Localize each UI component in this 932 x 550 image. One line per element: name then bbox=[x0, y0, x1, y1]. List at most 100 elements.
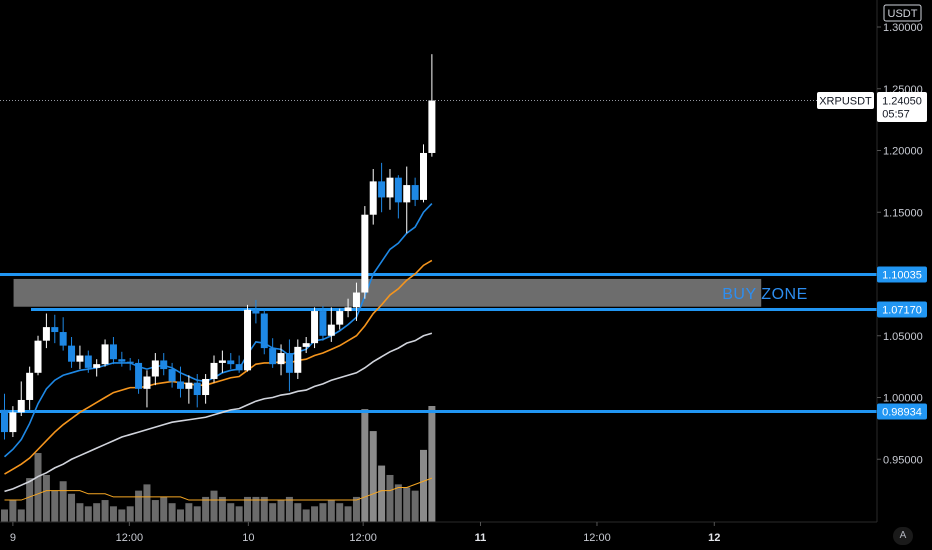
candle-body bbox=[311, 311, 319, 344]
last-price-tag: XRPUSDT 1.24050 05:57 bbox=[817, 92, 927, 122]
volume-bar bbox=[151, 500, 159, 522]
candle-body bbox=[369, 181, 377, 215]
y-tick-label: 1.20000 bbox=[883, 146, 923, 158]
candle-body bbox=[302, 343, 310, 347]
price-scale[interactable]: 1.300001.250001.200001.150001.100001.050… bbox=[876, 0, 923, 522]
level-price-labels: 1.10035 1.07170 0.98934 bbox=[877, 266, 927, 420]
volume-bar bbox=[9, 500, 17, 522]
volume-bar bbox=[93, 503, 101, 522]
candle-body bbox=[344, 307, 352, 312]
volume-bar bbox=[369, 431, 377, 522]
candle-body bbox=[176, 381, 184, 389]
volume-bar bbox=[76, 503, 84, 522]
candle-body bbox=[420, 152, 427, 200]
volume-bar bbox=[269, 503, 277, 522]
candle-body bbox=[151, 360, 159, 377]
y-tick-label: 1.30000 bbox=[883, 22, 923, 34]
candle-body bbox=[394, 177, 402, 203]
candle-body bbox=[327, 324, 335, 336]
time-scale[interactable]: 9 12:00 10 12:00 11 12:00 12 bbox=[0, 521, 877, 544]
candle-body bbox=[352, 292, 360, 308]
level-price-label: 0.98934 bbox=[882, 407, 922, 419]
candle-body bbox=[109, 344, 117, 360]
level-price-label: 1.07170 bbox=[882, 305, 922, 317]
volume-bar bbox=[160, 496, 168, 522]
volume-bar bbox=[235, 506, 243, 522]
volume-bar bbox=[260, 496, 268, 522]
candle-body bbox=[411, 185, 419, 200]
level-price-box bbox=[877, 403, 927, 420]
buy-zone-layer: BUY ZONE bbox=[13, 278, 808, 307]
candle-body bbox=[378, 181, 386, 198]
volume-bar bbox=[311, 506, 319, 522]
buy-zone-box bbox=[13, 278, 762, 307]
bar-countdown: 05:57 bbox=[882, 109, 910, 121]
buy-zone-label: BUY ZONE bbox=[722, 286, 808, 303]
currency-label: USDT bbox=[883, 4, 922, 22]
candle-body bbox=[235, 364, 243, 371]
volume-bar bbox=[403, 487, 411, 522]
candle-body bbox=[9, 412, 17, 433]
volume-bar bbox=[361, 409, 369, 522]
x-tick-label: 9 bbox=[10, 532, 16, 544]
candle-body bbox=[93, 364, 101, 368]
candle-body bbox=[319, 311, 327, 336]
y-tick-label: 1.05000 bbox=[883, 331, 923, 343]
volume-bar bbox=[420, 449, 427, 522]
volume-bar bbox=[210, 490, 218, 522]
volume-bar bbox=[126, 506, 134, 522]
volume-bar bbox=[118, 509, 126, 522]
volume-bar bbox=[428, 406, 436, 522]
volume-bar bbox=[68, 493, 76, 522]
x-tick-label: 12:00 bbox=[583, 532, 611, 544]
volume-bar bbox=[59, 481, 67, 522]
volume-bar bbox=[176, 509, 184, 522]
volume-bar bbox=[252, 496, 260, 522]
y-tick-label: 0.95000 bbox=[883, 454, 923, 466]
candle-body bbox=[1, 409, 8, 433]
candle-body bbox=[210, 362, 218, 379]
level-price-label: 1.10035 bbox=[882, 270, 922, 282]
volume-bar bbox=[386, 474, 394, 522]
candle-body bbox=[294, 346, 302, 373]
volume-bar bbox=[193, 506, 201, 522]
candle-body bbox=[34, 340, 42, 373]
volume-bar bbox=[227, 503, 235, 522]
level-price-box bbox=[877, 301, 927, 318]
volume-bar bbox=[168, 503, 176, 522]
candle-body bbox=[386, 177, 394, 198]
candle-body bbox=[143, 376, 151, 389]
volume-bar bbox=[1, 509, 8, 522]
candle-body bbox=[252, 309, 260, 314]
candle-body bbox=[202, 378, 210, 396]
candle-body bbox=[101, 344, 109, 365]
candle-body bbox=[59, 332, 67, 346]
volume-bar bbox=[42, 474, 50, 522]
volume-bar bbox=[26, 478, 34, 522]
candle-body bbox=[17, 399, 25, 413]
candle-body bbox=[244, 309, 252, 371]
volume-bar bbox=[185, 503, 193, 522]
horizontal-levels bbox=[0, 273, 877, 413]
volume-bar bbox=[143, 484, 151, 522]
ema-fast-line bbox=[3, 203, 433, 458]
volume-bar bbox=[352, 496, 360, 522]
auto-scale-button[interactable]: A bbox=[893, 527, 913, 545]
candle-body bbox=[51, 327, 59, 333]
candle-body bbox=[277, 353, 285, 365]
symbol-label: XRPUSDT bbox=[819, 96, 872, 108]
candle-body bbox=[285, 353, 293, 373]
x-tick-label: 10 bbox=[242, 532, 254, 544]
candle-body bbox=[26, 372, 34, 400]
x-tick-label: 12:00 bbox=[349, 532, 377, 544]
candle-body bbox=[428, 100, 436, 153]
candle-body bbox=[260, 313, 268, 349]
candle-body bbox=[193, 382, 201, 396]
candle-body bbox=[168, 369, 176, 382]
moving-averages bbox=[3, 203, 433, 493]
volume-bar bbox=[84, 506, 92, 522]
candle-body bbox=[42, 327, 50, 341]
volume-bar bbox=[17, 509, 25, 522]
volume-bar bbox=[277, 500, 285, 522]
